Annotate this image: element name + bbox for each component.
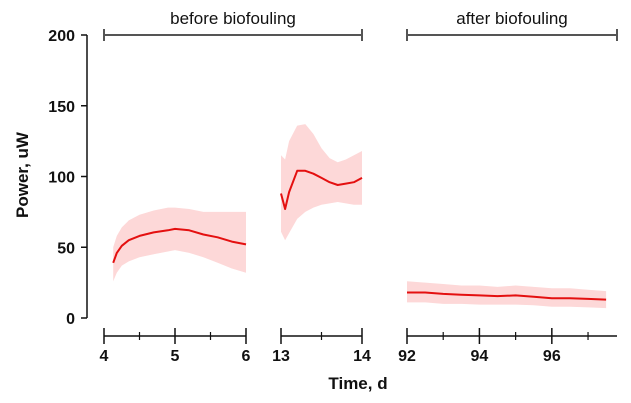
- y-axis: 0 50 100 150 200: [48, 28, 88, 328]
- confidence-band-panel-1: [113, 207, 246, 282]
- period-label: after biofouling: [456, 9, 568, 28]
- x-axis-title: Time, d: [328, 374, 387, 393]
- confidence-band-panel-3: [407, 281, 607, 309]
- x-tick-label: 4: [100, 348, 109, 365]
- y-tick-label: 150: [48, 99, 75, 116]
- x-tick-label: 13: [272, 348, 290, 365]
- y-tick-label: 100: [48, 170, 75, 187]
- x-tick-label: 94: [471, 348, 489, 365]
- x-tick-label: 14: [353, 348, 371, 365]
- y-axis-title: Power, uW: [13, 131, 32, 218]
- confidence-band-panel-2: [281, 124, 362, 241]
- y-tick-label: 0: [66, 311, 75, 328]
- confidence-bands: [113, 124, 607, 309]
- y-tick-label: 50: [57, 240, 75, 257]
- x-tick-label: 96: [543, 348, 561, 365]
- mean-line-panel-3: [407, 291, 607, 301]
- series-lines: [112, 169, 607, 301]
- x-tick-label: 5: [171, 348, 180, 365]
- x-tick-label: 92: [398, 348, 416, 365]
- mean-line-panel-2: [280, 169, 363, 210]
- x-tick-label: 6: [242, 348, 251, 365]
- x-axes: 4 5 6 13 14 92 94 96: [100, 328, 617, 365]
- period-label: before biofouling: [170, 9, 296, 28]
- mean-line-panel-1: [112, 227, 247, 264]
- y-tick-label: 200: [48, 28, 75, 45]
- period-brackets: before biofouling after biofouling: [103, 9, 618, 41]
